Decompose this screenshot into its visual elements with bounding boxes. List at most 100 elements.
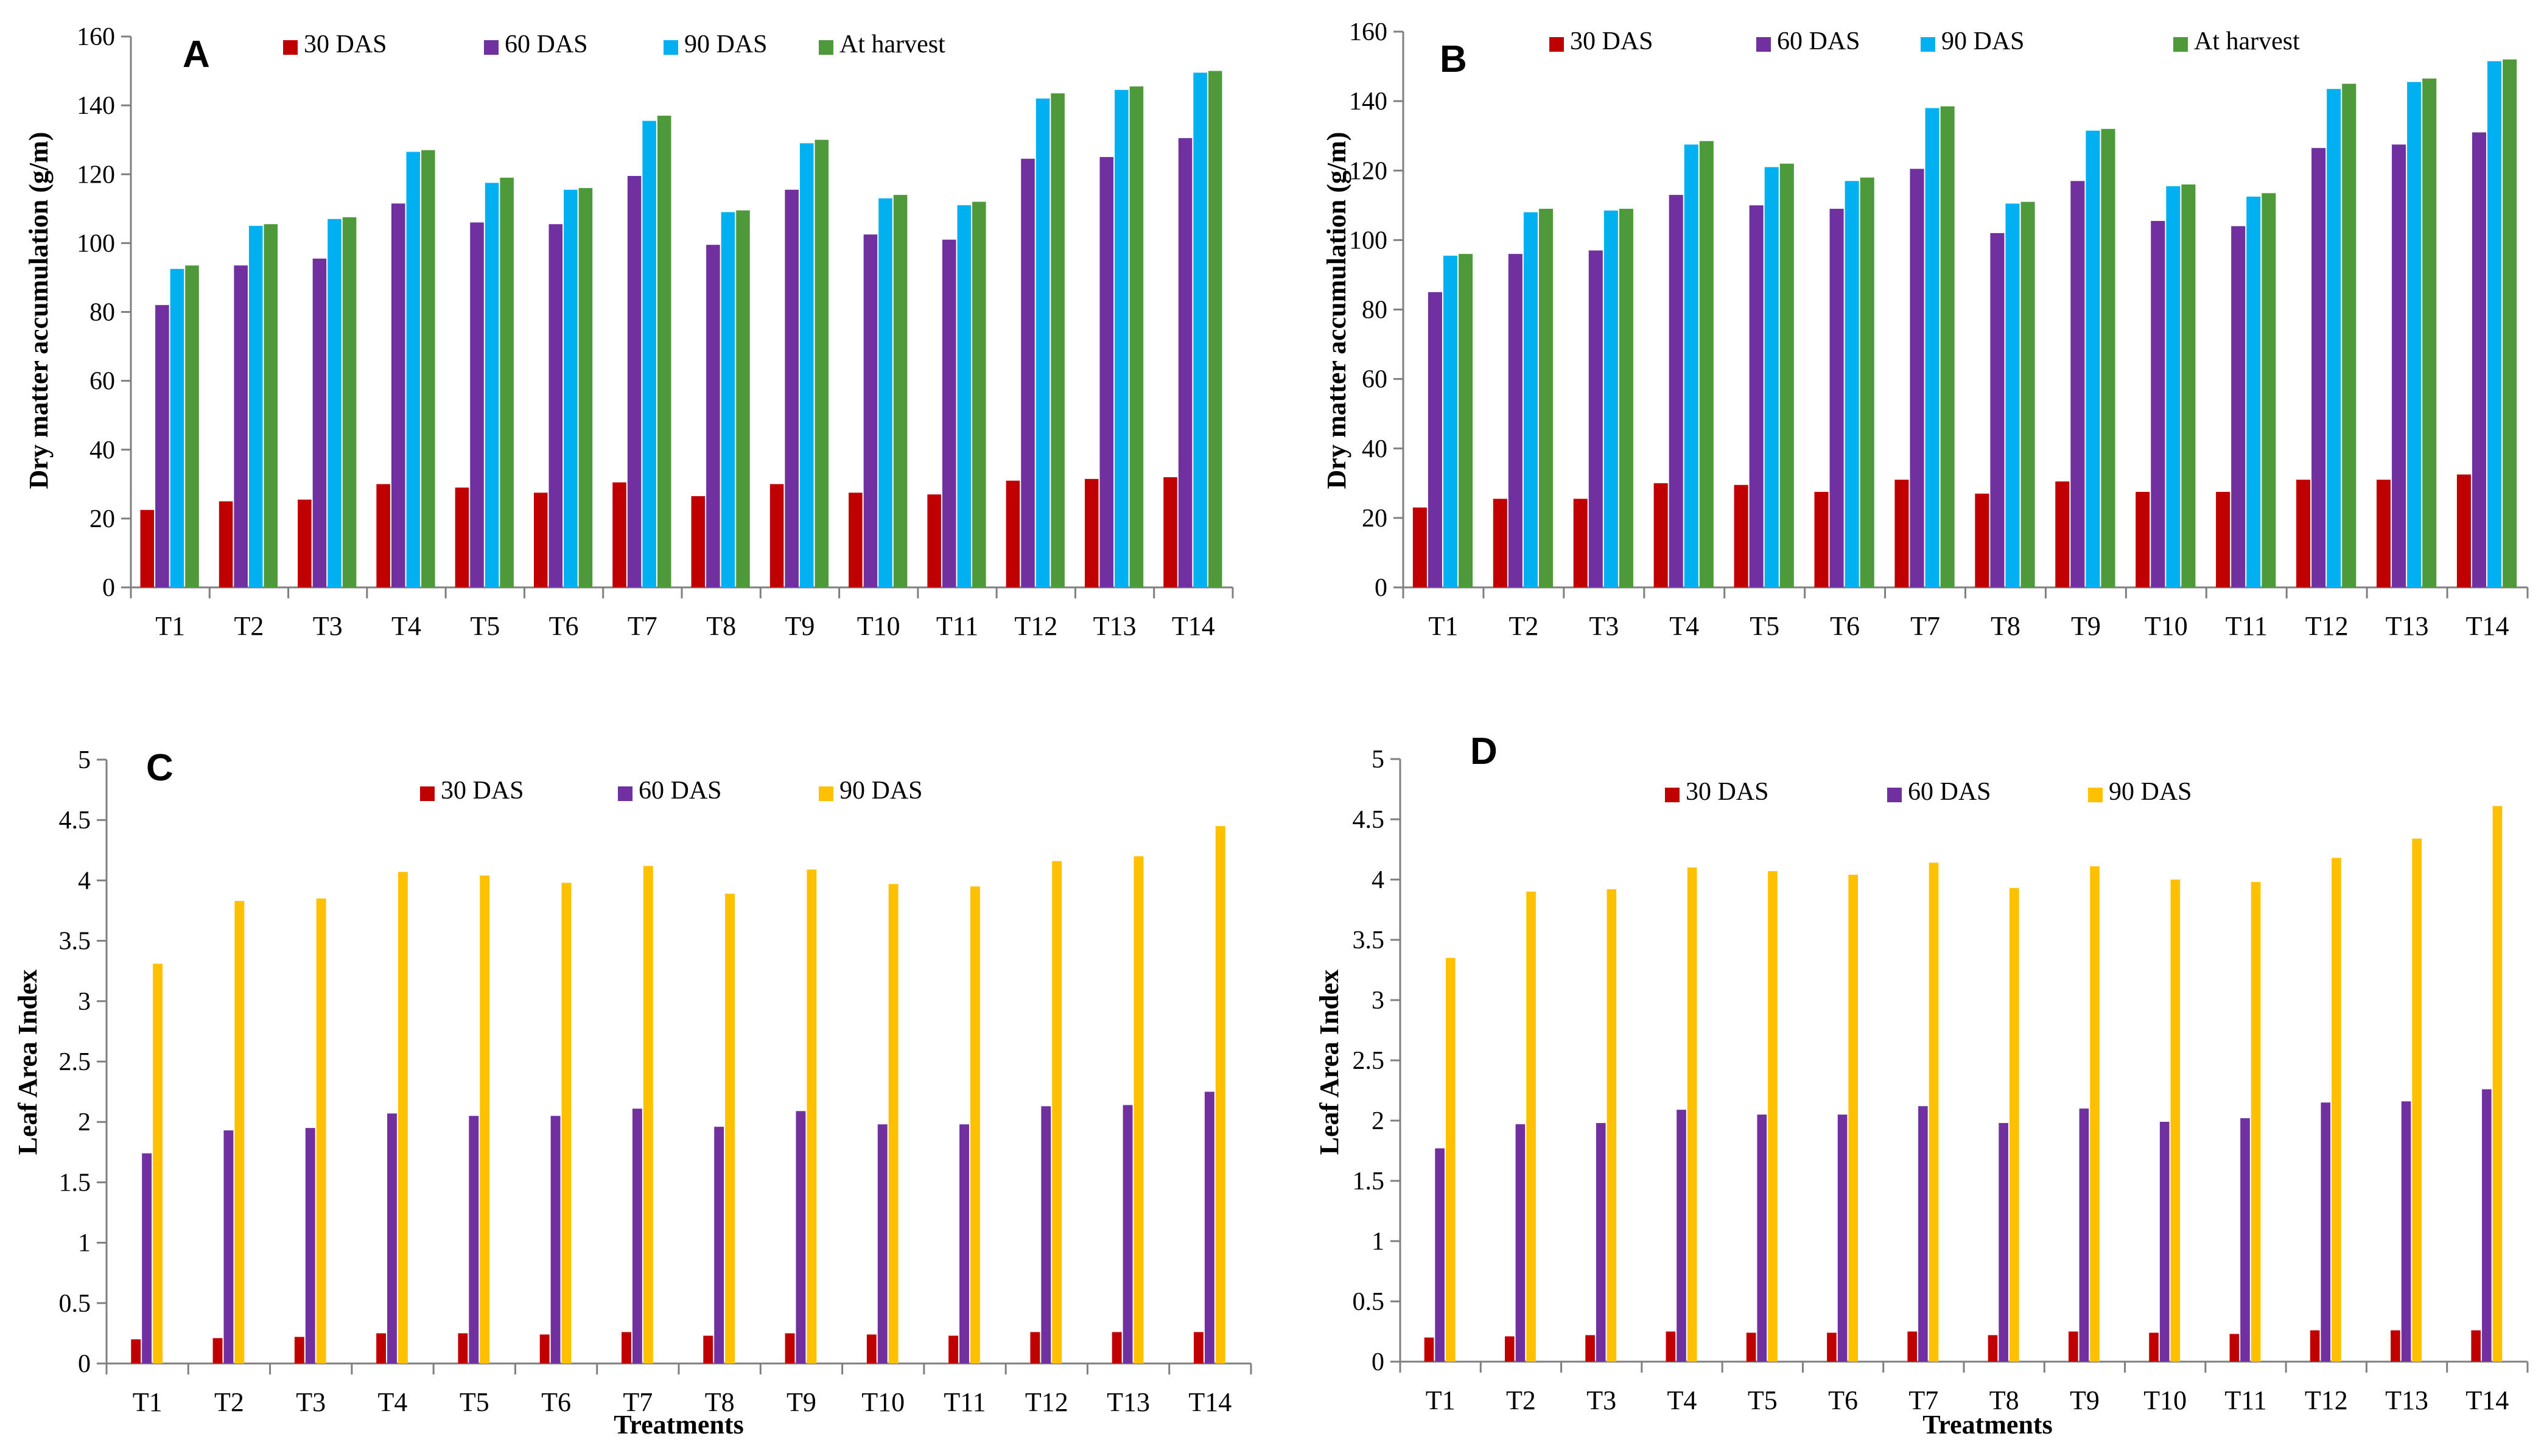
- bar-A-T14-60-das: [1178, 138, 1193, 587]
- legend-label: 30 DAS: [1570, 27, 1653, 55]
- y-axis-title: Leaf Area Index: [13, 970, 43, 1155]
- x-tick-label: T1: [133, 1387, 163, 1417]
- bar-D-T2-60-das: [1515, 1124, 1526, 1362]
- bar-C-T13-90-das: [1134, 856, 1144, 1363]
- bar-B-T5-90-das: [1764, 167, 1779, 587]
- bar-A-T5-30-das: [455, 487, 469, 587]
- bar-B-T9-60-das: [2070, 181, 2085, 587]
- bar-A-T5-90-das: [485, 183, 499, 587]
- y-tick-label: 0.5: [1353, 1288, 1385, 1316]
- x-tick-label: T2: [1506, 1385, 1536, 1415]
- y-tick-label: 1: [78, 1230, 91, 1258]
- bar-A-T9-90-das: [799, 143, 814, 587]
- bar-A-T8-90-das: [721, 212, 735, 587]
- bar-A-T12-60-das: [1021, 158, 1035, 587]
- bar-B-T6-at-harvest: [1860, 177, 1874, 588]
- bar-C-T11-30-das: [948, 1335, 959, 1363]
- bar-A-T4-30-das: [376, 484, 390, 587]
- y-tick-label: 80: [1362, 296, 1387, 324]
- bar-B-T5-60-das: [1749, 205, 1764, 587]
- y-axis-title: Dry matter accumulation (g/m): [24, 132, 54, 489]
- x-tick-label: T14: [2466, 611, 2509, 641]
- bar-A-T2-90-das: [248, 226, 263, 587]
- bar-A-T7-at-harvest: [657, 116, 671, 587]
- legend-label: 60 DAS: [639, 777, 722, 805]
- bar-D-T10-60-das: [2159, 1121, 2170, 1362]
- bar-D-T9-30-das: [2068, 1331, 2078, 1362]
- y-tick-label: 60: [1362, 366, 1387, 394]
- panel-C: 0 0.5 1 1.5 2 2.5 3 3.5 4 4.5 5 T1 T2 T3 T4 T5 T6 T7 T8 T9 T…: [13, 746, 1252, 1440]
- x-tick-label: T2: [214, 1387, 244, 1417]
- x-tick-label: T11: [2224, 1385, 2266, 1415]
- x-tick-label: T12: [1014, 611, 1057, 641]
- bar-C-T4-30-das: [376, 1333, 387, 1363]
- bar-C-T3-30-das: [294, 1337, 304, 1363]
- y-tick-label: 100: [1349, 226, 1387, 254]
- x-tick-label: T11: [936, 611, 978, 641]
- bar-D-T2-30-das: [1504, 1336, 1515, 1362]
- bar-D-T13-90-das: [2412, 838, 2422, 1362]
- bar-B-T12-90-das: [2327, 89, 2341, 587]
- bar-C-T10-60-das: [877, 1124, 888, 1363]
- panel-letter: A: [183, 33, 210, 75]
- y-tick-label: 120: [1349, 157, 1387, 185]
- bar-D-T7-30-das: [1907, 1331, 1918, 1362]
- bar-B-T10-at-harvest: [2181, 184, 2196, 587]
- bar-A-T5-at-harvest: [500, 177, 514, 587]
- bar-D-T2-90-das: [1526, 891, 1536, 1362]
- legend-swatch: [819, 786, 833, 801]
- legend-label: 90 DAS: [2109, 778, 2192, 806]
- x-tick-label: T10: [857, 611, 900, 641]
- x-tick-label: T11: [2226, 611, 2268, 641]
- bar-D-T4-90-das: [1687, 867, 1697, 1362]
- bar-C-T2-90-das: [234, 901, 245, 1363]
- bar-D-T14-90-das: [2492, 806, 2503, 1362]
- bar-B-T4-60-das: [1669, 195, 1683, 588]
- x-tick-label: T3: [1586, 1385, 1616, 1415]
- bar-A-T14-at-harvest: [1208, 71, 1222, 587]
- legend-label: 90 DAS: [839, 777, 923, 805]
- bar-B-T12-30-das: [2296, 480, 2311, 587]
- bar-A-T14-30-das: [1163, 477, 1177, 587]
- x-tick-label: T1: [1429, 611, 1459, 641]
- bar-D-T6-60-das: [1837, 1115, 1848, 1362]
- bar-B-T8-at-harvest: [2020, 201, 2035, 587]
- bar-D-T3-60-das: [1596, 1122, 1606, 1362]
- bar-A-T10-60-das: [863, 234, 878, 587]
- bar-D-T12-30-das: [2310, 1330, 2320, 1362]
- x-tick-label: T12: [1025, 1387, 1068, 1417]
- bar-D-T1-90-das: [1445, 957, 1456, 1362]
- bar-A-T9-30-das: [769, 484, 784, 587]
- x-tick-label: T11: [944, 1387, 986, 1417]
- bar-C-T5-60-das: [469, 1116, 479, 1363]
- bar-D-T12-60-das: [2321, 1102, 2331, 1362]
- bar-D-T11-30-das: [2229, 1334, 2240, 1362]
- bar-D-T7-90-das: [1929, 863, 1939, 1362]
- bar-A-T10-90-das: [878, 198, 892, 587]
- bar-B-T7-30-das: [1894, 480, 1909, 587]
- legend-swatch: [664, 40, 678, 55]
- panel-A: 0 20 40 60 80 100 120 140 160 T1 T2 T3 T4 T5 T6 T7 T8 T9 T…: [24, 23, 1234, 641]
- x-tick-label: T12: [2305, 611, 2349, 641]
- bar-A-T3-at-harvest: [342, 217, 357, 587]
- bar-B-T11-at-harvest: [2262, 193, 2276, 587]
- x-tick-label: T13: [2385, 1385, 2428, 1415]
- bar-A-T3-60-das: [312, 258, 327, 587]
- bar-D-T5-60-das: [1757, 1115, 1767, 1362]
- legend-swatch: [484, 40, 499, 55]
- x-axis-title: Treatments: [614, 1410, 743, 1440]
- bar-A-T11-30-das: [927, 494, 941, 587]
- legend-swatch: [1756, 37, 1771, 52]
- bar-B-T4-90-das: [1684, 144, 1698, 587]
- y-tick-label: 1.5: [1353, 1167, 1385, 1195]
- y-tick-label: 160: [77, 23, 115, 51]
- bar-A-T8-60-das: [706, 245, 720, 587]
- bar-C-T7-60-das: [632, 1108, 642, 1363]
- bar-B-T2-60-das: [1508, 254, 1523, 587]
- x-tick-label: T9: [785, 611, 815, 641]
- bar-A-T12-30-das: [1006, 480, 1020, 587]
- bar-A-T6-30-das: [533, 492, 548, 587]
- bar-D-T11-90-das: [2251, 881, 2261, 1362]
- x-tick-label: T2: [1509, 611, 1538, 641]
- bar-A-T7-30-das: [612, 482, 626, 587]
